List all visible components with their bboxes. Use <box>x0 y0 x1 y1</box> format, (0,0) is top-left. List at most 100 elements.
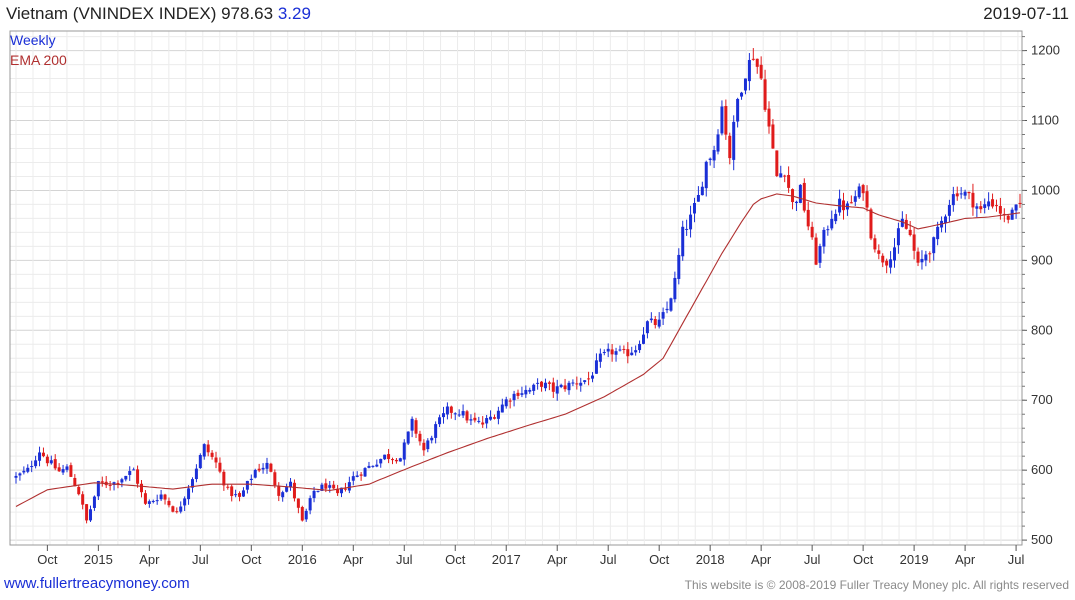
candle-body <box>755 58 759 67</box>
candle-body <box>885 260 889 266</box>
candle-body <box>630 352 634 356</box>
candle-body <box>642 334 645 344</box>
candle-body <box>908 229 912 236</box>
candle-body <box>485 418 489 424</box>
candle-body <box>347 482 351 491</box>
candle-body <box>406 431 410 444</box>
x-tick-label: Oct <box>853 552 874 567</box>
candle-body <box>190 479 194 488</box>
x-tick-label: Apr <box>955 552 976 567</box>
x-tick-label: Apr <box>547 552 568 567</box>
candle-body <box>194 468 198 480</box>
candle-body <box>555 386 559 394</box>
candle-body <box>398 458 402 462</box>
candle-body <box>947 205 951 216</box>
candle-body <box>877 250 881 254</box>
candle-body <box>520 393 524 395</box>
candle-body <box>198 455 202 469</box>
candle-body <box>469 419 473 421</box>
candle-body <box>587 378 591 380</box>
candle-body <box>689 214 693 230</box>
candle-body <box>340 487 344 494</box>
candle-body <box>943 216 947 224</box>
candle-body <box>34 460 38 467</box>
x-tick-label: Apr <box>343 552 364 567</box>
candle-body <box>257 468 261 471</box>
candle-body <box>951 194 955 206</box>
candle-body <box>528 389 532 392</box>
candle-body <box>410 418 414 431</box>
candle-body <box>967 191 971 194</box>
candle-body <box>187 488 191 500</box>
candle-body <box>893 247 896 261</box>
candle-body <box>547 382 551 384</box>
candles <box>14 48 1022 524</box>
candle-body <box>308 498 312 511</box>
candle-body <box>532 384 536 391</box>
candle-body <box>151 500 155 502</box>
candle-body <box>559 384 563 387</box>
candle-body <box>453 413 457 415</box>
candle-body <box>241 490 245 497</box>
candle-body <box>751 58 755 60</box>
candle-body <box>692 202 696 214</box>
candle-body <box>802 182 806 211</box>
candle-body <box>653 319 657 326</box>
candle-body <box>210 452 214 457</box>
site-link[interactable]: www.fullertreacymoney.com <box>4 575 190 592</box>
candle-body <box>155 500 159 502</box>
candle-body <box>806 209 810 227</box>
candle-body <box>281 492 285 498</box>
candle-body <box>563 385 567 390</box>
candle-body <box>696 195 700 202</box>
candle-body <box>147 501 151 504</box>
candle-body <box>422 442 426 451</box>
candle-body <box>669 298 673 311</box>
candle-body <box>45 456 49 464</box>
candle-body <box>994 205 998 207</box>
candle-body <box>963 191 967 196</box>
candle-body <box>316 490 320 492</box>
candle-body <box>367 465 371 468</box>
candle-body <box>567 382 571 391</box>
candle-body <box>783 175 787 177</box>
last-price: 978.63 <box>221 4 274 23</box>
x-tick-label: Jul <box>804 552 821 567</box>
candle-body <box>818 246 822 263</box>
candle-body <box>249 478 253 481</box>
candle-body <box>826 229 830 231</box>
candle-body <box>1018 202 1022 204</box>
candle-body <box>394 459 398 462</box>
candle-body <box>794 201 798 204</box>
candle-body <box>759 64 763 79</box>
candle-body <box>1010 209 1014 220</box>
x-tick-label: 2019 <box>900 552 929 567</box>
price-chart: 500 600 700 800 900 1000 1100 1200 Oct 2015 Apr Ju… <box>9 30 1060 567</box>
candle-body <box>634 350 638 353</box>
candle-body <box>120 479 124 483</box>
candle-body <box>822 229 826 247</box>
candle-body <box>618 349 622 351</box>
candle-body <box>363 468 367 477</box>
candle-body <box>132 469 136 471</box>
x-tick-label: Oct <box>241 552 262 567</box>
candle-body <box>924 254 928 261</box>
candle-body <box>136 469 140 484</box>
x-tick-label: Jul <box>396 552 413 567</box>
x-tick-label: Apr <box>139 552 160 567</box>
candle-body <box>853 196 857 202</box>
candle-body <box>53 459 57 469</box>
candle-body <box>496 410 500 419</box>
price-change: 3.29 <box>277 4 311 23</box>
candle-body <box>489 416 493 420</box>
candle-body <box>732 121 736 160</box>
candle-body <box>65 466 69 470</box>
candle-body <box>575 383 579 385</box>
candle-body <box>159 494 163 500</box>
candle-body <box>359 474 363 476</box>
candle-body <box>387 454 391 460</box>
candle-body <box>57 467 61 472</box>
candle-body <box>606 348 610 352</box>
candle-body <box>426 440 430 450</box>
candle-body <box>920 258 924 263</box>
